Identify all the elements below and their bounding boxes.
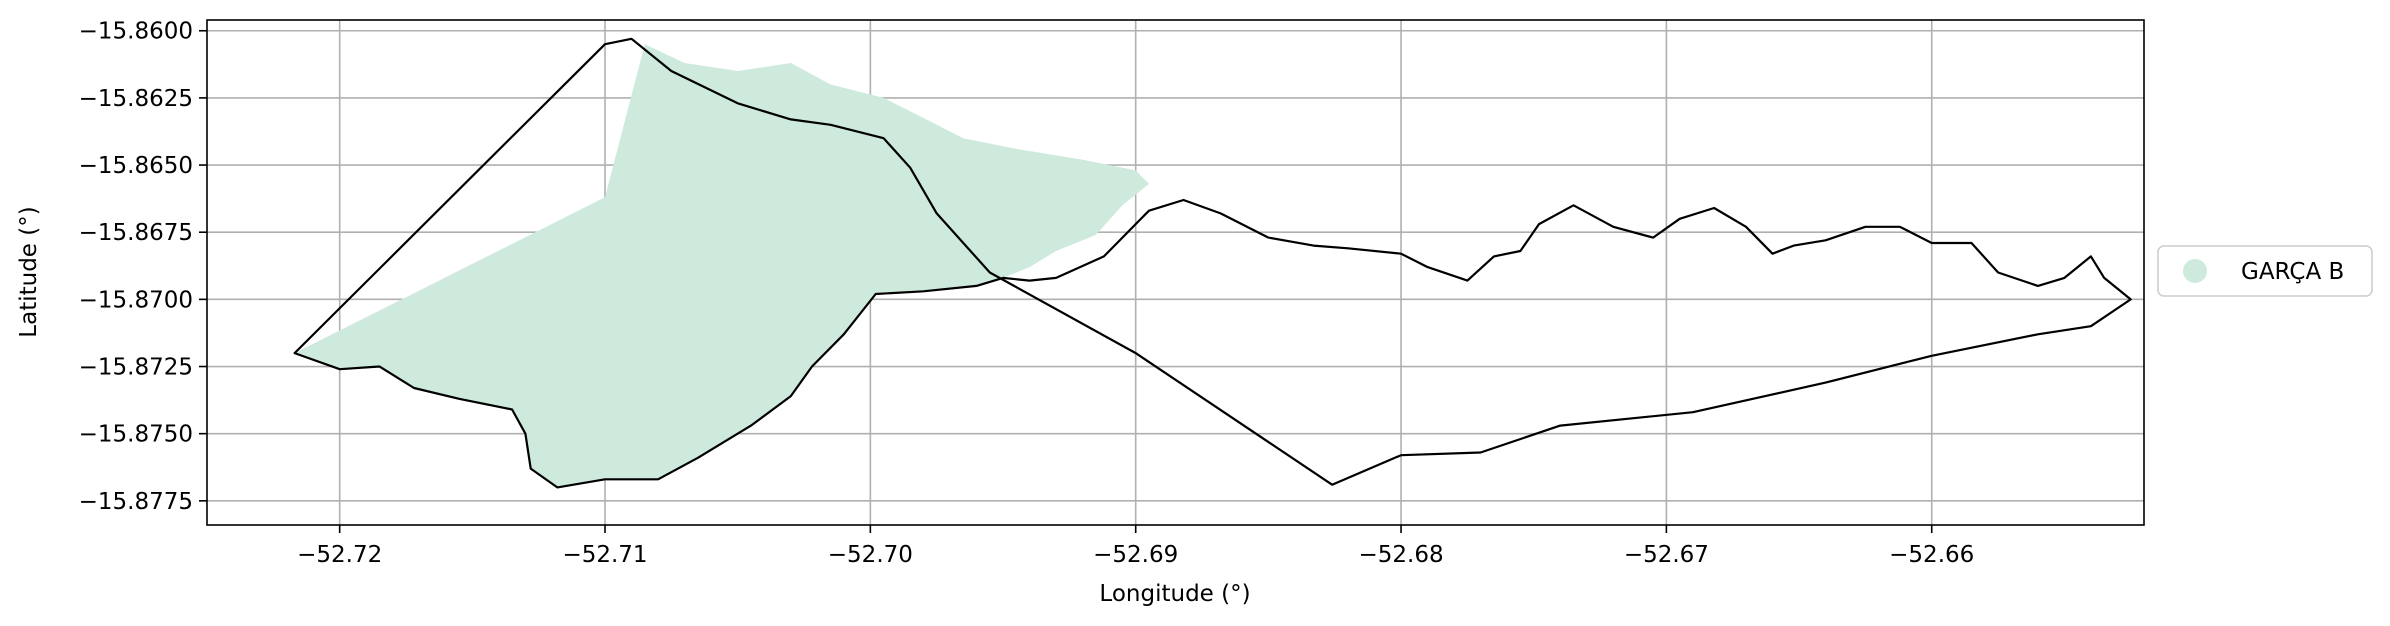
y-tick-label: −15.8725 bbox=[79, 355, 193, 381]
y-axis-label: Latitude (°) bbox=[16, 206, 42, 337]
y-tick-label: −15.8750 bbox=[79, 422, 193, 448]
x-tick-label: −52.68 bbox=[1358, 542, 1443, 568]
y-tick-label: −15.8650 bbox=[79, 153, 193, 179]
y-tick-label: −15.8600 bbox=[79, 19, 193, 45]
legend-marker bbox=[2183, 259, 2207, 283]
y-tick-label: −15.8675 bbox=[79, 220, 193, 246]
y-tick-label: −15.8775 bbox=[79, 489, 193, 515]
x-tick-label: −52.72 bbox=[297, 542, 382, 568]
region-fill bbox=[294, 44, 1150, 488]
legend-label: GARÇA B bbox=[2241, 259, 2344, 285]
y-tick-label: −15.8625 bbox=[79, 86, 193, 112]
x-axis-label: Longitude (°) bbox=[1099, 581, 1250, 607]
y-axis-ticks: −15.8600 −15.8625 −15.8650 −15.8675 −15.8700… bbox=[79, 19, 207, 515]
legend-box bbox=[2157, 245, 2373, 297]
x-tick-label: −52.69 bbox=[1093, 542, 1178, 568]
legend: GARÇA B bbox=[2157, 245, 2373, 297]
x-axis-ticks: −52.72 −52.71 −52.70 −52.69 −52.68 −52.67 −52.… bbox=[297, 525, 1974, 568]
x-tick-label: −52.67 bbox=[1624, 542, 1709, 568]
region-outline bbox=[293, 37, 2132, 489]
y-tick-label: −15.8700 bbox=[79, 287, 193, 313]
x-tick-label: −52.71 bbox=[562, 542, 647, 568]
x-tick-label: −52.70 bbox=[828, 542, 913, 568]
x-tick-label: −52.66 bbox=[1889, 542, 1974, 568]
plot-frame bbox=[206, 19, 2145, 526]
